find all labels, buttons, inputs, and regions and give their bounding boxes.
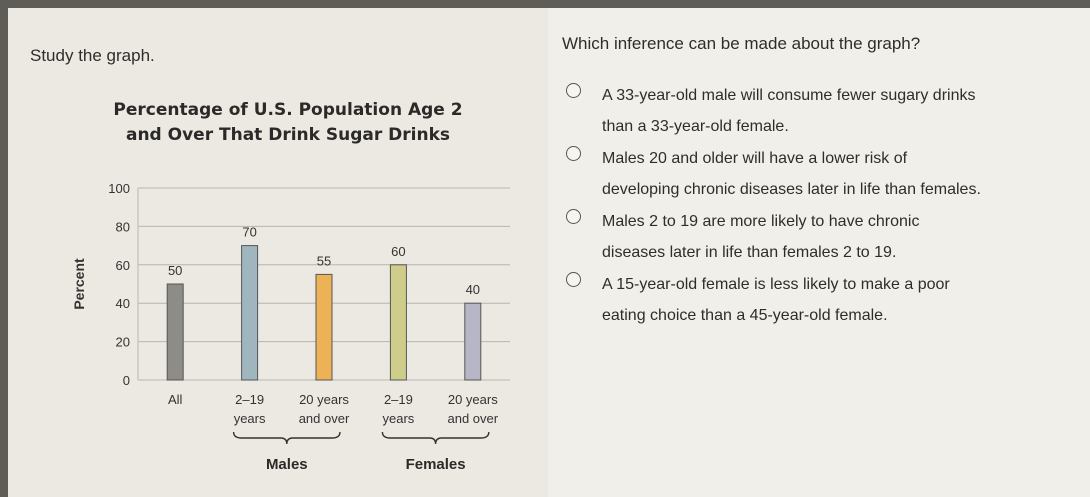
chart-title: Percentage of U.S. Population Age 2 and … [88, 98, 488, 148]
group-label: Males [266, 456, 308, 473]
question-text: Which inference can be made about the gr… [562, 34, 921, 53]
data-label: 40 [466, 282, 480, 297]
group-brace [232, 431, 341, 445]
x-tick-label: All [168, 392, 183, 407]
x-tick-label: 2–19 [384, 392, 413, 407]
bar-chart: 0 20 40 60 80 100 Percent 50 70 55 60 40 All 2–19 year… [71, 181, 510, 473]
bar [241, 245, 259, 381]
radio-button[interactable] [566, 272, 581, 287]
y-tick-label: 20 [116, 335, 130, 350]
radio-button[interactable] [566, 146, 581, 161]
x-tick-label: 20 years [448, 392, 498, 407]
data-label: 55 [317, 253, 331, 268]
bar [464, 302, 482, 381]
bar [166, 283, 184, 381]
data-label: 60 [391, 244, 405, 259]
y-tick-label: 100 [108, 181, 130, 196]
group-brace [381, 431, 490, 445]
x-tick-label: and over [299, 411, 350, 426]
worksheet: Study the graph. Percentage of U.S. Popu… [8, 8, 1090, 497]
y-tick-label: 60 [116, 258, 130, 273]
x-tick-label: and over [448, 411, 499, 426]
y-tick-label: 80 [116, 219, 130, 234]
option-text: Males 20 and older will have a lower ris… [602, 150, 981, 198]
y-tick-label: 40 [116, 296, 130, 311]
option-text: Males 2 to 19 are more likely to have ch… [602, 213, 920, 261]
study-prompt: Study the graph. [30, 46, 155, 65]
group-label: Females [406, 456, 466, 473]
chart-title-line-2: and Over That Drink Sugar Drinks [125, 125, 451, 145]
x-tick-label: years [234, 411, 266, 426]
bar [315, 273, 333, 381]
chart-title-line-1: Percentage of U.S. Population Age 2 [113, 100, 463, 120]
x-tick-label: 20 years [299, 392, 349, 407]
y-tick-label: 0 [123, 373, 130, 388]
option-text: A 15-year-old female is less likely to m… [602, 276, 950, 324]
x-tick-label: years [383, 411, 415, 426]
graph-panel: Study the graph. Percentage of U.S. Popu… [8, 8, 548, 497]
y-axis-label: Percent [71, 258, 87, 310]
radio-button[interactable] [566, 209, 581, 224]
x-tick-label: 2–19 [235, 392, 264, 407]
option-text: A 33-year-old male will consume fewer su… [602, 87, 976, 135]
question-panel: Which inference can be made about the gr… [548, 8, 1090, 497]
data-label: 50 [168, 263, 182, 278]
data-label: 70 [242, 225, 256, 240]
radio-button[interactable] [566, 83, 581, 98]
bar [389, 264, 407, 381]
